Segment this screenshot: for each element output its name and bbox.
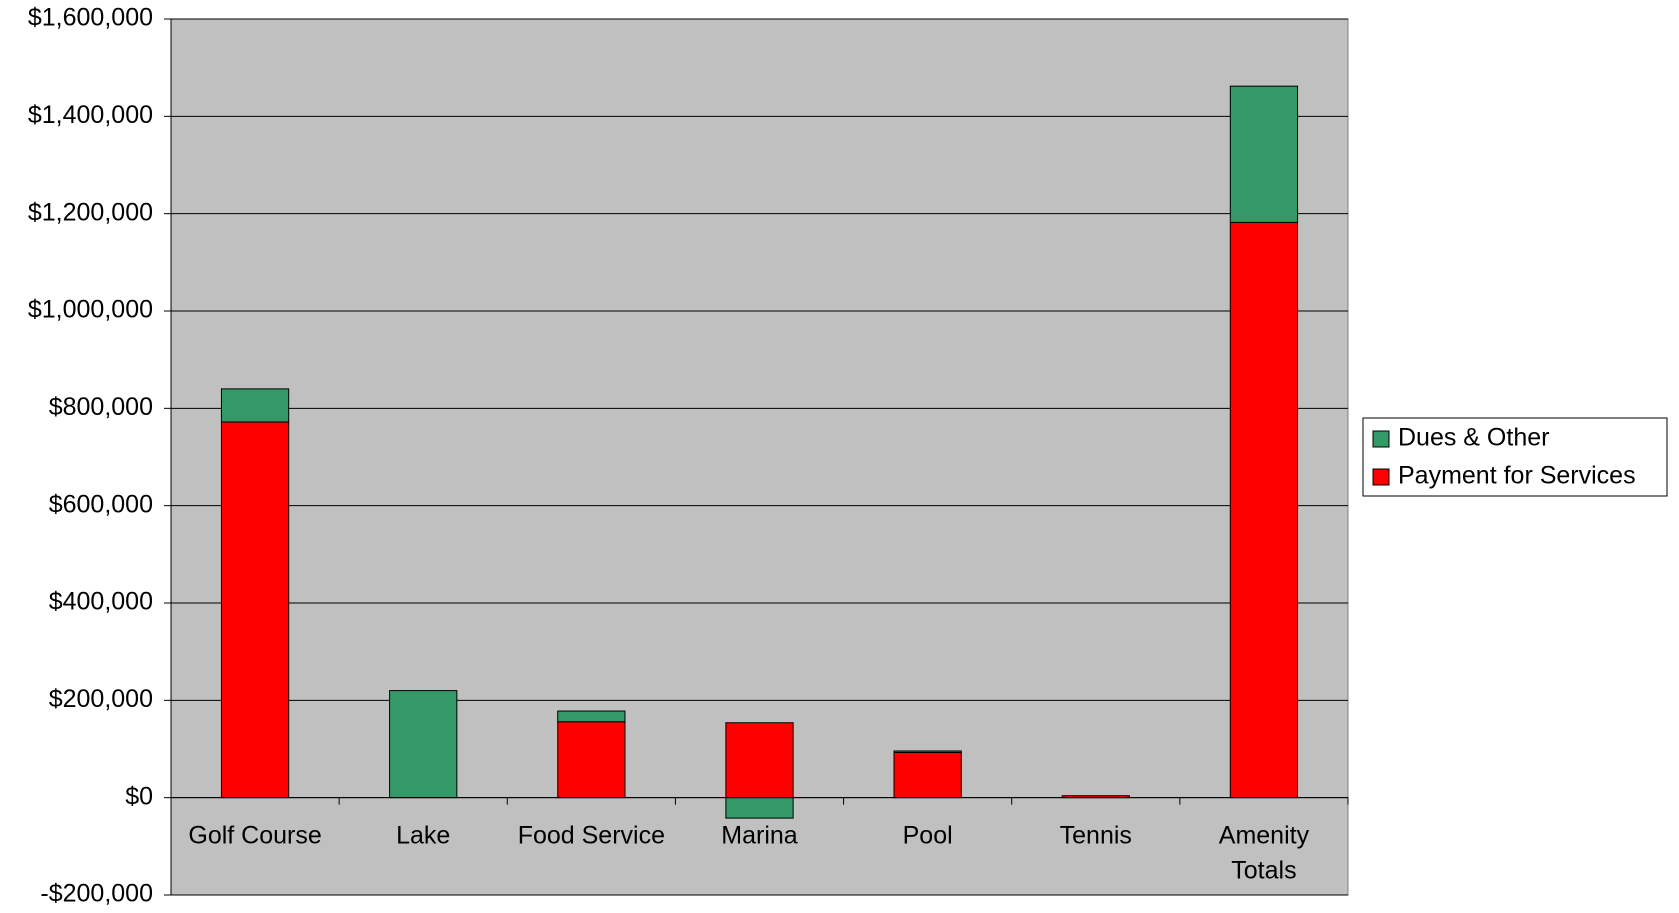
bar: [725, 797, 794, 819]
y-tick-label: $1,400,000: [28, 101, 153, 129]
legend-label: Payment for Services: [1398, 462, 1636, 490]
y-tick-label: $0: [125, 782, 153, 810]
bar: [1229, 221, 1299, 799]
legend-swatch: [1372, 430, 1390, 448]
x-tick-label: Tennis: [1060, 821, 1132, 849]
legend-swatch: [1372, 468, 1390, 486]
x-tick-label: Pool: [903, 821, 953, 849]
y-tick-label: -$200,000: [40, 880, 153, 908]
y-tick-label: $800,000: [49, 393, 153, 421]
x-tick-label: Golf Course: [188, 821, 321, 849]
bar: [389, 690, 458, 799]
bar: [893, 751, 962, 799]
y-tick-label: $400,000: [49, 588, 153, 616]
bar: [1229, 85, 1299, 223]
bar: [557, 721, 626, 799]
legend-label: Dues & Other: [1398, 424, 1549, 452]
bar: [557, 710, 626, 723]
x-tick-label: Amenity Totals: [1219, 821, 1310, 884]
bar: [220, 388, 290, 423]
y-tick-label: $1,200,000: [28, 198, 153, 226]
x-tick-label: Marina: [721, 821, 798, 849]
bar: [220, 421, 290, 799]
legend: [1362, 417, 1668, 497]
bar: [893, 750, 962, 753]
bar: [725, 722, 794, 799]
x-tick-label: Food Service: [518, 821, 665, 849]
y-tick-label: $1,600,000: [28, 4, 153, 32]
y-tick-label: $1,000,000: [28, 296, 153, 324]
x-tick-label: Lake: [396, 821, 450, 849]
y-tick-label: $600,000: [49, 490, 153, 518]
y-tick-label: $200,000: [49, 685, 153, 713]
